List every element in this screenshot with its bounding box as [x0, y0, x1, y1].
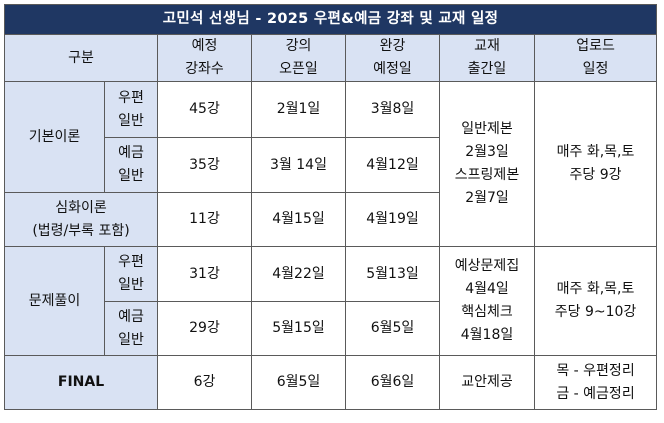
final-upload-line-1: 목 - 우편정리 [556, 362, 635, 379]
subcategory-basic-deposit-line-1: 예금 [118, 145, 144, 161]
problem-postal-complete: 5월13일 [345, 246, 440, 302]
subcategory-basic-deposit-line-2: 일반 [118, 168, 144, 184]
final-open: 6월5일 [251, 355, 346, 410]
header-planned-count-line-1: 예정 [191, 38, 218, 54]
subcategory-problem-postal-line-2: 일반 [118, 277, 144, 293]
subcategory-basic-postal-line-2: 일반 [118, 112, 144, 129]
problem-book-line-4: 4월18일 [460, 327, 514, 343]
final-upload-schedule: 목 - 우편정리 금 - 예금정리 [533, 355, 658, 410]
problem-book-line-2: 4월4일 [465, 281, 509, 297]
subcategory-basic-postal-line-1: 우편 [118, 89, 144, 106]
header-complete-date-line-1: 완강 [379, 38, 406, 54]
problem-postal-count: 31강 [157, 246, 252, 302]
table-row: 기본이론 우편 일반 45강 2월1일 3월8일 일반제본 2월3일 스프링제본… [4, 81, 658, 247]
final-complete: 6월6일 [345, 355, 440, 410]
problem-book-line-1: 예상문제집 [454, 258, 520, 274]
basic-upload-schedule: 매주 화,목,토 주당 9강 [533, 81, 658, 247]
subcategory-problem-deposit-line-2: 일반 [118, 331, 144, 348]
problem-book-date: 예상문제집 4월4일 핵심체크 4월18일 [439, 246, 535, 356]
basic-deposit-complete: 4월12일 [345, 137, 440, 193]
header-book-date-line-2: 출간일 [467, 61, 507, 77]
subcategory-problem-postal-line-1: 우편 [118, 254, 144, 270]
basic-postal-count: 45강 [157, 81, 252, 138]
problem-upload-schedule: 매주 화,목,토 주당 9~10강 [533, 246, 658, 356]
subcategory-problem-deposit: 예금 일반 [104, 301, 158, 356]
category-basic-theory: 기본이론 [4, 81, 105, 193]
table-row: 예금 일반 29강 5월15일 6월5일 [5, 301, 657, 356]
basic-postal-open: 2월1일 [251, 81, 346, 138]
problem-upload-line-2: 주당 9~10강 [554, 304, 637, 320]
table-row: 문제풀이 우편 일반 31강 4월22일 5월13일 예상문제집 4월4일 핵심… [4, 246, 658, 356]
header-open-date: 강의 오픈일 [251, 34, 346, 82]
category-final: FINAL [4, 355, 158, 410]
table-row: 심화이론 (법령/부록 포함) 11강 4월15일 4월19일 [4, 192, 657, 247]
category-deep-theory-line-2: (법령/부록 포함) [32, 222, 130, 239]
table-row: FINAL 6강 6월5일 6월6일 교안제공 목 - 우편정리 금 - 예금정… [4, 355, 658, 410]
problem-deposit-open: 5월15일 [251, 301, 346, 356]
subcategory-basic-deposit: 예금 일반 [104, 137, 158, 193]
basic-postal-complete: 3월8일 [345, 81, 440, 138]
basic-book-line-4: 2월7일 [465, 190, 509, 206]
header-planned-count-line-2: 강좌수 [185, 61, 224, 77]
basic-book-line-2: 2월3일 [465, 144, 509, 160]
subcategory-problem-deposit-line-1: 예금 [118, 308, 144, 325]
header-category: 구분 [4, 34, 158, 82]
category-deep-theory-line-1: 심화이론 [55, 199, 107, 216]
basic-book-line-3: 스프링제본 [454, 167, 520, 183]
subcategory-problem-postal: 우편 일반 [104, 246, 158, 302]
final-count: 6강 [157, 355, 252, 410]
header-upload-schedule-line-2: 일정 [582, 61, 609, 77]
header-upload-schedule-line-1: 업로드 [576, 38, 615, 54]
basic-upload-line-2: 주당 9강 [569, 167, 622, 183]
category-problem-solving: 문제풀이 [4, 246, 105, 356]
header-complete-date-line-2: 예정일 [373, 61, 412, 77]
basic-upload-line-1: 매주 화,목,토 [556, 144, 635, 160]
problem-book-line-3: 핵심체크 [461, 304, 513, 320]
deep-open: 4월15일 [251, 192, 346, 247]
final-upload-line-2: 금 - 예금정리 [556, 385, 635, 402]
header-open-date-line-1: 강의 [285, 38, 312, 54]
schedule-table: 고민석 선생님 - 2025 우편&예금 강좌 및 교재 일정 구분 예정 강좌… [3, 4, 658, 410]
header-book-date: 교재 출간일 [439, 34, 535, 82]
basic-deposit-open: 3월 14일 [251, 137, 346, 193]
basic-deposit-count: 35강 [157, 137, 252, 193]
table-title: 고민석 선생님 - 2025 우편&예금 강좌 및 교재 일정 [3, 4, 658, 35]
header-open-date-line-2: 오픈일 [279, 61, 318, 77]
problem-postal-open: 4월22일 [251, 246, 346, 302]
deep-count: 11강 [157, 192, 252, 247]
header-book-date-line-1: 교재 [474, 38, 500, 54]
table-row: 예금 일반 35강 3월 14일 4월12일 [5, 137, 657, 193]
final-book: 교안제공 [439, 355, 535, 410]
header-upload-schedule: 업로드 일정 [533, 34, 658, 82]
subcategory-basic-postal: 우편 일반 [104, 81, 158, 138]
problem-upload-line-1: 매주 화,목,토 [556, 281, 635, 297]
header-complete-date: 완강 예정일 [345, 34, 440, 82]
basic-book-line-1: 일반제본 [461, 121, 513, 137]
deep-complete: 4월19일 [345, 192, 440, 247]
header-planned-count: 예정 강좌수 [157, 34, 252, 82]
problem-deposit-count: 29강 [157, 301, 252, 356]
problem-deposit-complete: 6월5일 [345, 301, 440, 356]
category-deep-theory: 심화이론 (법령/부록 포함) [4, 192, 158, 247]
basic-book-date: 일반제본 2월3일 스프링제본 2월7일 [439, 81, 535, 247]
